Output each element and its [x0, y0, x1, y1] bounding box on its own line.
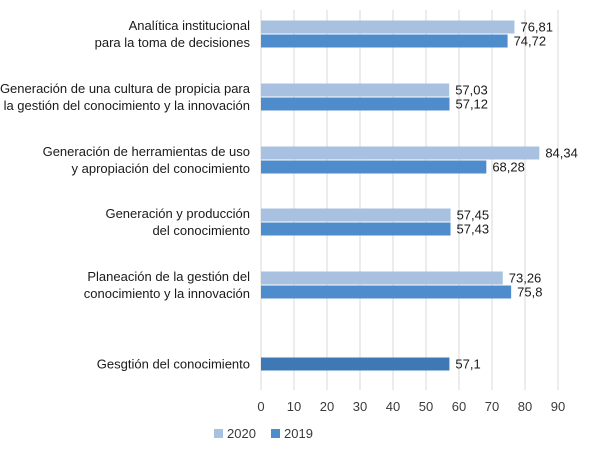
category-label: Planeación de la gestión del [87, 269, 250, 284]
x-tick-label: 80 [518, 399, 532, 414]
data-label-2019: 74,72 [514, 34, 547, 49]
x-tick-label: 50 [419, 399, 433, 414]
x-tick-label: 20 [320, 399, 334, 414]
legend-swatch-2019 [271, 429, 280, 438]
bar-2019 [261, 34, 508, 48]
legend-label-2020: 2020 [227, 426, 256, 441]
x-tick-label: 10 [287, 399, 301, 414]
bar-2020 [261, 83, 450, 97]
category-label: Gesgtión del conocimiento [97, 357, 250, 372]
category-label: conocimiento y la innovación [84, 286, 250, 301]
category-label: y apropiación del conocimiento [72, 161, 251, 176]
data-label-2020: 57,03 [455, 83, 488, 98]
bar-2020 [261, 20, 515, 34]
x-tick-label: 70 [485, 399, 499, 414]
category-label: Generación de herramientas de uso [43, 144, 250, 159]
x-tick-label: 60 [452, 399, 466, 414]
category-label: Generación y producción [105, 206, 250, 221]
data-label-2020: 76,81 [520, 20, 553, 35]
x-tick-label: 90 [551, 399, 565, 414]
bar-2019 [261, 97, 450, 111]
x-tick-label: 0 [257, 399, 264, 414]
data-label-2020: 84,34 [545, 146, 578, 161]
legend-swatch-2020 [214, 429, 223, 438]
category-label: del conocimiento [152, 223, 250, 238]
bar-2019 [261, 285, 512, 299]
category-label: Analítica institucional [129, 18, 251, 33]
data-label-2019: 57,43 [457, 222, 490, 237]
x-tick-label: 30 [353, 399, 367, 414]
category-label: Generación de una cultura de propicia pa… [0, 81, 251, 96]
data-label-2020: 73,26 [509, 271, 542, 286]
data-label-2019: 75,8 [517, 285, 542, 300]
category-label: la gestión del conocimiento y la innovac… [4, 98, 250, 113]
x-tick-label: 40 [386, 399, 400, 414]
bar-2019 [261, 357, 450, 371]
bar-2019 [261, 222, 451, 236]
data-label-2019: 68,28 [492, 160, 525, 175]
category-label: para la toma de decisiones [95, 35, 251, 50]
bar-2019 [261, 160, 487, 174]
data-label-2019: 57,1 [455, 357, 480, 372]
legend-label-2019: 2019 [284, 426, 313, 441]
bar-2020 [261, 271, 503, 285]
data-label-2019: 57,12 [455, 97, 488, 112]
bar-2020 [261, 146, 540, 160]
bar-2020 [261, 208, 451, 222]
data-label-2020: 57,45 [457, 208, 490, 223]
